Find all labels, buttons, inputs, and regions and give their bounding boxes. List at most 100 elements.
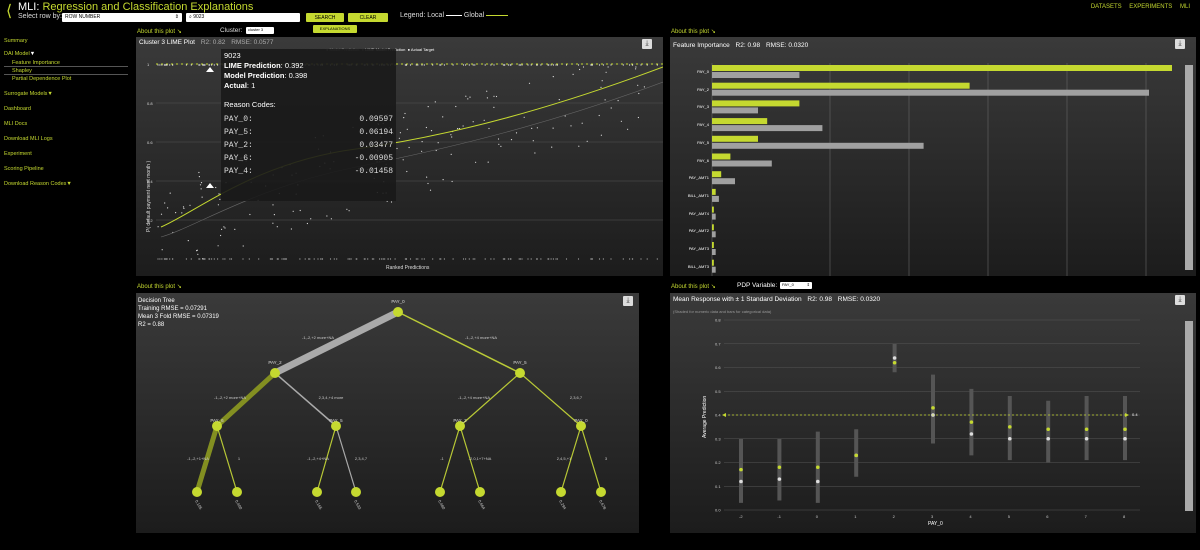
sidebar-item-scoring-pipeline[interactable]: Scoring Pipeline xyxy=(4,166,44,172)
tree-node[interactable] xyxy=(576,421,586,431)
fi-bar-local[interactable] xyxy=(712,171,722,178)
fi-bar-global[interactable] xyxy=(712,160,772,167)
pdp-scrollbar[interactable] xyxy=(1185,321,1193,511)
fi-bar-local[interactable] xyxy=(712,82,970,89)
pdp-local-point[interactable] xyxy=(1123,427,1127,432)
about-link-pdp[interactable]: About this plot ↘ xyxy=(671,284,716,290)
lime-actual-point xyxy=(474,64,476,66)
fi-scrollbar[interactable] xyxy=(1185,65,1193,270)
sidebar-subitem-feature-importance[interactable]: Feature Importance xyxy=(4,59,128,67)
pdp-local-point[interactable] xyxy=(1046,427,1050,432)
fi-bar-local[interactable] xyxy=(712,118,768,125)
fi-bar-global[interactable] xyxy=(712,266,716,273)
pdp-global-point[interactable] xyxy=(816,479,820,484)
nav-datasets[interactable]: DATASETS xyxy=(1090,4,1122,10)
pdp-local-point[interactable] xyxy=(892,360,897,365)
sidebar-item-dai-model[interactable]: DAI Model▼ xyxy=(4,49,128,59)
tree-node[interactable] xyxy=(455,421,465,431)
nav-mli[interactable]: MLI xyxy=(1179,4,1190,10)
pdp-global-point[interactable] xyxy=(739,479,743,484)
pdp-variable-select[interactable]: PAY_0 ⇕ xyxy=(780,282,812,289)
tree-node[interactable] xyxy=(515,368,525,378)
lime-actual-point xyxy=(313,258,315,260)
fi-bar-global[interactable] xyxy=(712,72,800,78)
fi-bar-local[interactable] xyxy=(712,188,716,195)
fi-bar-global[interactable] xyxy=(712,125,823,132)
tree-leaf[interactable] xyxy=(435,487,445,497)
fi-bar-local[interactable] xyxy=(712,206,714,213)
pdp-global-point[interactable] xyxy=(1084,436,1089,441)
fi-bar-local[interactable] xyxy=(712,153,731,160)
fi-bar-global[interactable] xyxy=(712,195,719,202)
pdp-global-point[interactable] xyxy=(1123,436,1127,441)
nav-experiments[interactable]: EXPERIMENTS xyxy=(1129,4,1173,10)
fi-bar-local[interactable] xyxy=(712,259,714,266)
pdp-local-point[interactable] xyxy=(777,465,782,470)
pdp-local-point[interactable] xyxy=(854,453,858,458)
sidebar-item-mli-docs[interactable]: MLI Docs xyxy=(4,121,28,127)
about-link-fi[interactable]: About this plot ↘ xyxy=(671,29,716,35)
tree-leaf[interactable] xyxy=(312,487,322,497)
download-icon[interactable]: ⤓ xyxy=(642,39,652,49)
tree-node[interactable] xyxy=(270,368,280,378)
lime-point xyxy=(581,122,583,124)
sidebar-item-summary[interactable]: Summary xyxy=(4,38,28,44)
fi-bar-local[interactable] xyxy=(712,224,714,231)
download-icon[interactable]: ⤓ xyxy=(1175,39,1185,49)
pdp-local-point[interactable] xyxy=(1008,425,1012,429)
about-link-dt[interactable]: About this plot ↘ xyxy=(137,284,182,290)
pdp-local-point[interactable] xyxy=(931,406,935,410)
sidebar-subitem-shapley[interactable]: Shapley xyxy=(4,67,128,75)
search-button[interactable]: SEARCH xyxy=(306,13,344,22)
pdp-global-point[interactable] xyxy=(777,477,782,481)
tree-leaf[interactable] xyxy=(596,487,606,497)
sidebar-subitem-pdp[interactable]: Partial Dependence Plot xyxy=(12,76,72,82)
fi-bar-local[interactable] xyxy=(712,65,1172,71)
tree-leaf[interactable] xyxy=(192,487,202,497)
back-chevron-icon[interactable]: ⟨ xyxy=(6,3,13,20)
lime-actual-point xyxy=(610,64,612,66)
clear-button[interactable]: CLEAR xyxy=(348,13,388,22)
tree-leaf[interactable] xyxy=(556,487,566,497)
sidebar-item-dashboard[interactable]: Dashboard xyxy=(4,106,31,112)
sidebar-item-experiment[interactable]: Experiment xyxy=(4,151,32,157)
fi-bar-global[interactable] xyxy=(712,249,716,255)
tree-leaf[interactable] xyxy=(232,487,242,497)
tree-leaf[interactable] xyxy=(475,487,485,497)
cluster-select[interactable]: cluster 3 xyxy=(246,27,274,34)
row-select-dropdown[interactable]: ROW NUMBER ⇕ xyxy=(62,13,182,22)
tree-leaf[interactable] xyxy=(351,487,361,497)
fi-bar-global[interactable] xyxy=(712,89,1149,96)
pdp-local-point[interactable] xyxy=(816,465,820,470)
tree-edge-label: 2,3,4,7 xyxy=(355,456,368,461)
pdp-global-point[interactable] xyxy=(1008,436,1012,441)
tree-node[interactable] xyxy=(212,421,222,431)
fi-bar-local[interactable] xyxy=(712,242,714,248)
sidebar-item-surrogate-models[interactable]: Surrogate Models▼ xyxy=(4,87,128,102)
pdp-global-point[interactable] xyxy=(969,432,974,436)
fi-bar-local[interactable] xyxy=(712,135,758,142)
pdp-global-point[interactable] xyxy=(892,356,897,360)
fi-bar-global[interactable] xyxy=(712,142,924,149)
tree-node[interactable] xyxy=(331,421,341,431)
download-icon[interactable]: ⤓ xyxy=(1175,295,1185,305)
fi-bar-local[interactable] xyxy=(712,100,800,107)
pdp-global-point[interactable] xyxy=(1046,436,1050,441)
fi-bar-global[interactable] xyxy=(712,107,758,114)
sidebar-item-download-logs[interactable]: Download MLI Logs xyxy=(4,136,53,142)
fi-bar-global[interactable] xyxy=(712,178,735,185)
lime-actual-point xyxy=(468,258,470,260)
fi-bar-global[interactable] xyxy=(712,213,716,220)
download-icon[interactable]: ⤓ xyxy=(623,296,633,306)
lime-actual-point xyxy=(364,258,366,260)
row-number-input[interactable]: ⌕ 9023 xyxy=(186,13,300,22)
pdp-local-point[interactable] xyxy=(739,467,743,472)
explanations-button[interactable]: EXPLANATIONS xyxy=(313,25,357,33)
tree-edge-label: -1 xyxy=(440,456,444,461)
pdp-local-point[interactable] xyxy=(1084,427,1089,432)
about-link-lime[interactable]: About this plot ↘ xyxy=(137,29,182,35)
pdp-local-point[interactable] xyxy=(969,420,974,424)
sidebar-item-download-reason-codes[interactable]: Download Reason Codes▼ xyxy=(4,177,128,192)
tree-node[interactable] xyxy=(393,307,403,317)
fi-bar-global[interactable] xyxy=(712,231,716,238)
